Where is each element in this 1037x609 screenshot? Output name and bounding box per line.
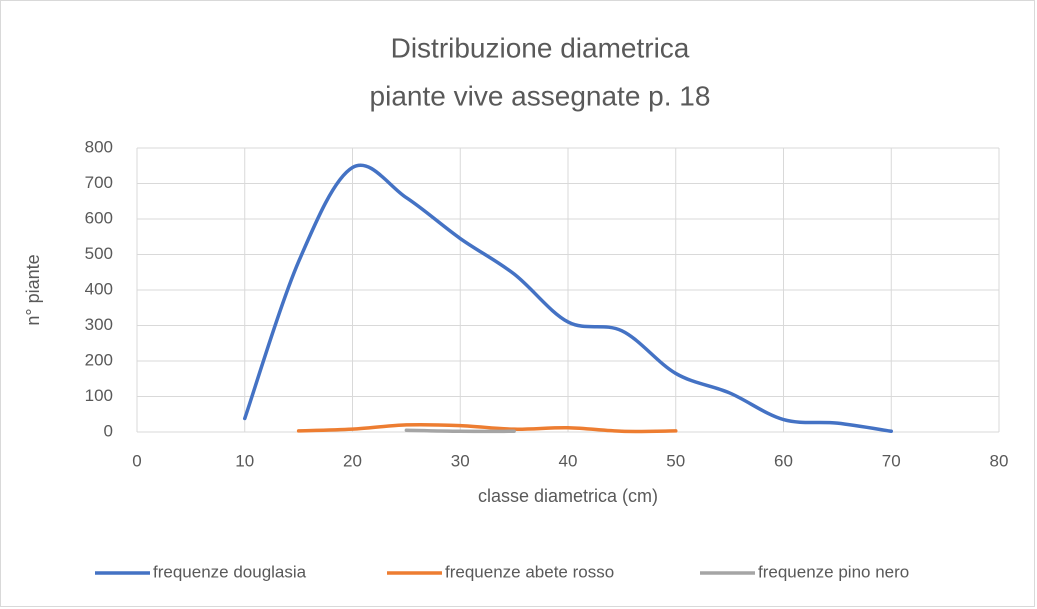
y-tick-label: 300 xyxy=(85,315,113,334)
legend-label: frequenze douglasia xyxy=(153,562,307,581)
series-line xyxy=(243,163,893,434)
x-tick-label: 10 xyxy=(235,451,254,470)
x-tick-label: 20 xyxy=(343,451,362,470)
x-tick-label: 70 xyxy=(882,451,901,470)
legend-label: frequenze abete rosso xyxy=(445,562,614,581)
x-tick-label: 0 xyxy=(132,451,141,470)
chart-title: Distribuzione diametrica xyxy=(391,32,690,63)
legend-label: frequenze pino nero xyxy=(758,562,909,581)
x-tick-label: 60 xyxy=(774,451,793,470)
x-tick-label: 50 xyxy=(666,451,685,470)
series-line xyxy=(296,422,678,434)
x-tick-label: 80 xyxy=(990,451,1009,470)
y-axis-title: n° piante xyxy=(23,254,43,325)
x-tick-label: 40 xyxy=(559,451,578,470)
x-axis-title: classe diametrica (cm) xyxy=(478,486,658,506)
y-tick-label: 200 xyxy=(85,350,113,369)
y-tick-label: 600 xyxy=(85,208,113,227)
y-tick-label: 500 xyxy=(85,244,113,263)
y-tick-label: 400 xyxy=(85,279,113,298)
chart-title: piante vive assegnate p. 18 xyxy=(370,80,711,111)
series-line xyxy=(404,428,516,434)
y-tick-label: 800 xyxy=(85,137,113,156)
y-tick-label: 700 xyxy=(85,173,113,192)
x-tick-label: 30 xyxy=(451,451,470,470)
y-tick-label: 100 xyxy=(85,386,113,405)
y-tick-label: 0 xyxy=(104,421,113,440)
